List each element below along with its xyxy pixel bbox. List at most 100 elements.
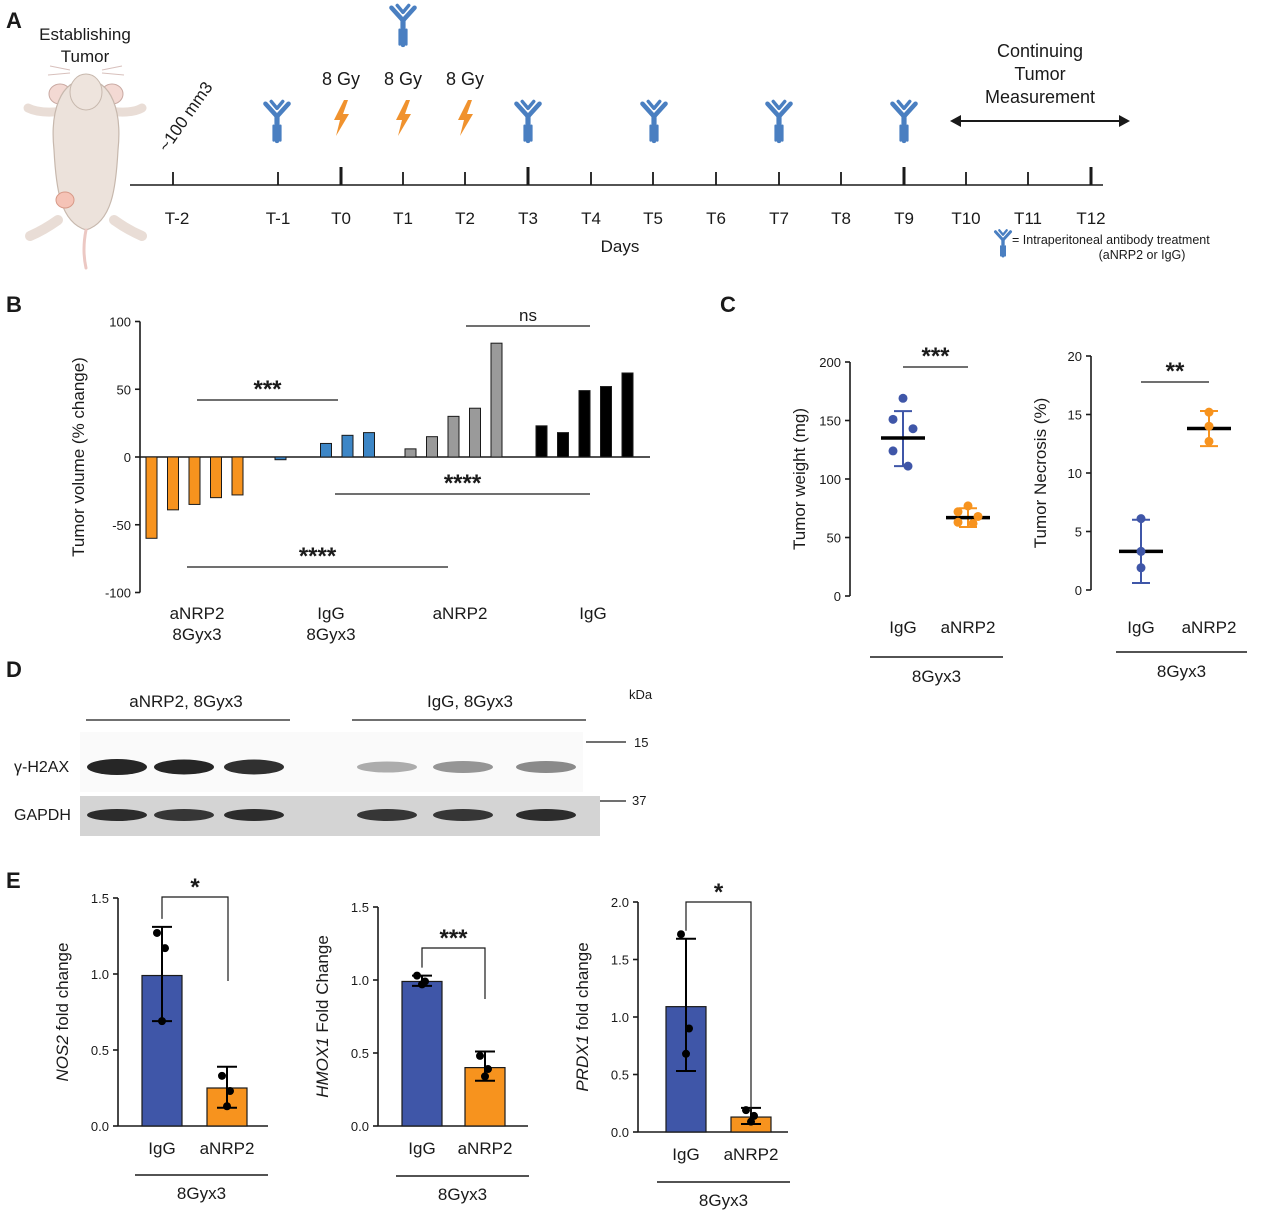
y-tick-label: 100 xyxy=(109,315,131,330)
y-axis-label: Tumor weight (mg) xyxy=(790,408,809,550)
timeline-label: T11 xyxy=(1014,209,1042,228)
significance-label: **** xyxy=(444,470,482,497)
y-tick-label: 0.0 xyxy=(351,1119,369,1134)
legend-antibody-icon xyxy=(993,228,1013,258)
blot-band xyxy=(87,759,147,775)
antibody-icon xyxy=(893,101,916,140)
group-label: 8Gyx3 xyxy=(912,667,961,686)
lightning-icon xyxy=(396,100,411,136)
y-tick-label: 0.0 xyxy=(611,1125,629,1140)
category-label: 8Gyx3 xyxy=(306,625,355,644)
y-tick-label: 1.5 xyxy=(91,891,109,906)
gene-name: PRDX1 xyxy=(573,1035,592,1092)
panel-b-ylabel: Tumor volume (% change) xyxy=(69,357,88,557)
category-label: aNRP2 xyxy=(200,1139,255,1158)
panel-d: D aNRP2, 8Gyx3 IgG, 8Gyx3 kDa γ-H2AX GAP… xyxy=(6,657,653,836)
category-label: IgG xyxy=(889,618,916,637)
blot-group-left: aNRP2, 8Gyx3 xyxy=(129,692,242,711)
y-axis-label-rest: fold change xyxy=(53,943,72,1036)
category-label: aNRP2 xyxy=(458,1139,513,1158)
legend-text-line2: (aNRP2 or IgG) xyxy=(1099,248,1186,262)
bar xyxy=(621,372,634,458)
panel-b-significance: *** ns **** **** xyxy=(187,306,590,570)
y-axis-label-rest: fold change xyxy=(573,942,592,1035)
data-point xyxy=(153,928,161,937)
y-tick-label: -50 xyxy=(112,518,131,533)
panel-c-label: C xyxy=(720,292,736,317)
data-point xyxy=(677,930,685,939)
y-tick-label: 150 xyxy=(819,414,841,429)
data-point xyxy=(481,1072,489,1081)
kda-label: kDa xyxy=(629,687,653,702)
bar xyxy=(535,425,548,458)
antibody-icon xyxy=(643,101,666,140)
y-axis-label: PRDX1 fold change xyxy=(573,942,592,1091)
blot-band xyxy=(357,809,417,821)
panel-b-bars xyxy=(145,342,634,539)
timeline-label: T4 xyxy=(581,209,601,228)
category-label: IgG xyxy=(1127,618,1154,637)
data-point xyxy=(418,980,426,989)
significance-label: * xyxy=(190,874,200,901)
bar xyxy=(145,456,158,539)
tumor-size-label: ~100 mm3 xyxy=(155,78,217,155)
panel-b-categories: aNRP2 8Gyx3 IgG 8Gyx3 aNRP2 IgG xyxy=(170,604,607,644)
y-tick-label: -100 xyxy=(105,586,131,601)
panel-d-label: D xyxy=(6,657,22,682)
y-axis-label: Tumor Necrosis (%) xyxy=(1031,398,1050,549)
category-label: aNRP2 xyxy=(724,1145,779,1164)
data-point xyxy=(953,507,963,517)
y-tick-label: 1.0 xyxy=(91,967,109,982)
bar xyxy=(490,342,503,458)
group-label: 8Gyx3 xyxy=(699,1191,748,1210)
bar xyxy=(557,432,569,458)
category-label: aNRP2 xyxy=(941,618,996,637)
y-tick-label: 0 xyxy=(124,450,131,465)
data-point xyxy=(476,1051,484,1060)
bar xyxy=(447,415,460,458)
dose-labels: 8 Gy 8 Gy 8 Gy xyxy=(322,69,484,89)
data-point xyxy=(1136,514,1146,524)
panel-e-chart: 1.5 1.0 0.5 0.0 HMOX1 Fold Change IgG aNRP2 ***… xyxy=(313,900,529,1204)
dose-label: 8 Gy xyxy=(384,69,422,89)
timeline-label: T5 xyxy=(643,209,663,228)
data-point xyxy=(218,1071,226,1080)
antibody-icon xyxy=(266,101,289,140)
measure-label-line2: Tumor xyxy=(1014,64,1065,84)
antibody-icon xyxy=(768,101,791,140)
blot-band xyxy=(433,809,493,821)
bar xyxy=(274,456,287,461)
legend-text-line1: = Intraperitoneal antibody treatment xyxy=(1012,233,1210,247)
data-point xyxy=(484,1065,492,1074)
panel-c-chart: 200 150 100 50 0 Tumor weight (mg) IgG aNRP2 ***… xyxy=(790,343,1003,686)
bar xyxy=(320,442,332,458)
antibody-icons xyxy=(266,5,916,140)
data-point xyxy=(161,944,169,953)
significance-bracket xyxy=(685,901,752,1113)
dose-label: 8 Gy xyxy=(446,69,484,89)
mouse-label-line1: Establishing xyxy=(39,25,131,44)
y-tick-label: 1.5 xyxy=(611,953,629,968)
category-label: aNRP2 xyxy=(433,604,488,623)
days-label: Days xyxy=(601,237,640,256)
blot-band xyxy=(433,761,493,773)
significance-label: ** xyxy=(1166,358,1185,385)
timeline-label: T8 xyxy=(831,209,851,228)
y-tick-label: 1.0 xyxy=(611,1010,629,1025)
category-label: IgG xyxy=(317,604,344,623)
bar xyxy=(600,386,612,458)
y-tick-label: 0.0 xyxy=(91,1119,109,1134)
y-tick-label: 0.5 xyxy=(351,1046,369,1061)
panel-e-charts: 1.5 1.0 0.5 0.0 NOS2 fold change IgG aNRP2 * 8Gy… xyxy=(53,874,790,1210)
data-point xyxy=(903,461,913,471)
bar xyxy=(578,390,591,458)
bar xyxy=(363,432,375,458)
data-point xyxy=(742,1106,750,1115)
mouse-illustration xyxy=(23,65,147,270)
marker-37-label: 37 xyxy=(632,793,646,808)
category-label: IgG xyxy=(672,1145,699,1164)
category-label: IgG xyxy=(579,604,606,623)
y-tick-label: 1.5 xyxy=(351,900,369,915)
significance-label: *** xyxy=(253,376,282,403)
data-point xyxy=(1204,421,1214,431)
